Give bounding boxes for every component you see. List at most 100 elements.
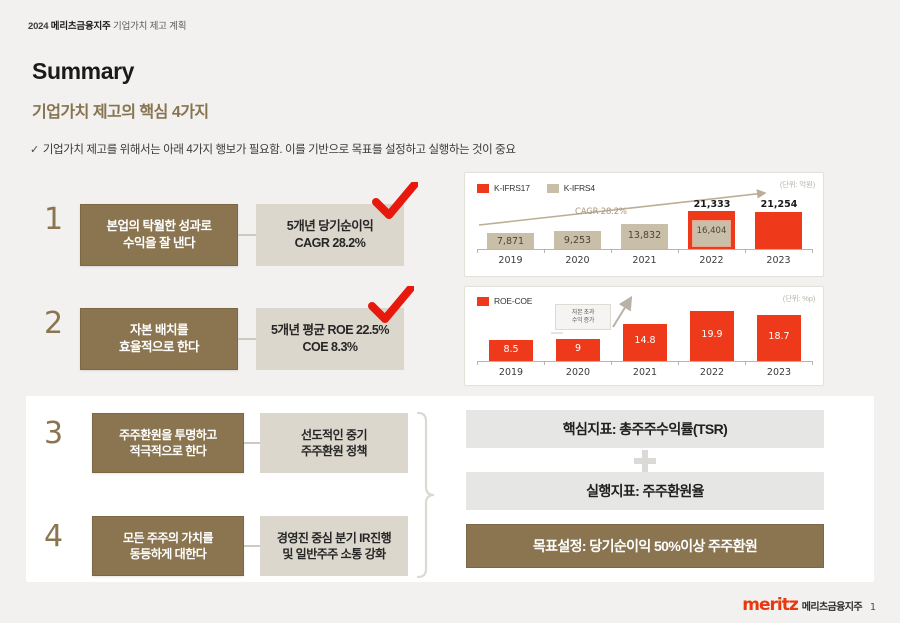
cagr-arrow-icon: [478, 189, 767, 226]
chart1-xlabel-2019: 2019: [498, 255, 523, 266]
chart1-bar-2021: [621, 224, 668, 249]
chart1-xlabel-2021: 2021: [632, 255, 657, 266]
item-result-line2-3: 주주환원 정책: [300, 444, 368, 458]
chart1-tick-4: [745, 249, 746, 253]
item-number-3: 3: [44, 416, 64, 451]
header-year: 2024: [28, 21, 49, 32]
execution-indicator-box: 실행지표: 주주환원율: [466, 472, 824, 510]
item-result-box-4: 경영진 중심 분기 IR진행 및 일반주주 소통 강화: [260, 516, 408, 576]
item-action-line2-2: 효율적으로 한다: [119, 340, 199, 354]
item-result-box-3: 선도적인 중기 주주환원 정책: [260, 413, 408, 473]
item-action-box-3: 주주환원을 투명하고 적극적으로 한다: [92, 413, 244, 473]
chart2-value-2019: 8.5: [503, 344, 519, 355]
chart2-value-2020: 9: [574, 343, 582, 354]
chart1-value-2022-ifrs4: 16,404: [696, 226, 727, 236]
chart2-xlabel-2019: 2019: [498, 367, 524, 378]
chart1-tick-2: [611, 249, 612, 253]
goal-box: 목표설정: 당기순이익 50%이상 주주환원: [466, 524, 824, 568]
chart2-bar-2021: [623, 324, 667, 361]
summary-bullet: ✓ 기업가치 제고를 위해서는 아래 4가지 행보가 필요함. 이를 기반으로 목…: [30, 141, 516, 157]
item-number-1: 1: [44, 202, 64, 237]
chart-net-income: K-IFRS17 K-IFRS4 (단위: 억원) CAGR 28.2% 7,8…: [464, 172, 824, 277]
document-header: 2024 메리츠금융지주 기업가치 제고 계획: [0, 0, 900, 40]
legend-label-kifrs17: K-IFRS17: [494, 183, 530, 193]
chart2-bar-2022: [690, 311, 734, 361]
chart1-value-2020: 9,253: [563, 235, 592, 246]
footer-page-number: 1: [869, 602, 876, 613]
page-title: Summary: [32, 58, 135, 84]
chart1-bar-2019: [487, 233, 534, 249]
item-action-line1-2: 자본 배치를: [130, 323, 188, 338]
chart1-xlabel-2020: 2020: [565, 255, 590, 266]
item-result-box-1: 5개년 당기순이익 CAGR 28.2%: [256, 204, 404, 266]
chart1-bar-2022-ifrs4: [692, 220, 731, 247]
item-action-box-1: 본업의 탁월한 성과로 수익을 잘 낸다: [80, 204, 238, 266]
check-mark-glyph: ✓: [30, 144, 39, 156]
connector-line-3: [244, 442, 260, 444]
checkmark-icon-1: [372, 182, 418, 219]
core-indicator-label: 핵심지표: 총주주수익률(TSR): [562, 421, 728, 437]
item-action-box-2: 자본 배치를 효율적으로 한다: [80, 308, 238, 370]
header-subject: 기업가치 제고 계획: [113, 21, 187, 32]
core-indicator-box: 핵심지표: 총주주수익률(TSR): [466, 410, 824, 448]
chart2-tick-3: [678, 361, 679, 365]
chart2-callout: 자본 초과 수익 증가: [555, 304, 611, 330]
item-number-4: 4: [44, 519, 64, 554]
chart1-bar-2020: [554, 231, 601, 249]
chart2-xlabel-2020: 2020: [565, 367, 591, 378]
meritz-logo: meritz: [742, 595, 798, 615]
chart1-value-2023: 21,254: [760, 199, 798, 210]
item-action-line2-3: 적극적으로 한다: [129, 444, 207, 458]
item-result-line2-1: CAGR 28.2%: [294, 236, 366, 250]
chart2-unit-label: (단위: %p): [782, 294, 815, 303]
chart1-tick-5: [812, 249, 813, 253]
item-action-line2-4: 동등하게 대한다: [129, 547, 207, 561]
item-result-line2-4: 및 일반주주 소통 강화: [282, 547, 386, 561]
legend-label-kifrs4: K-IFRS4: [563, 183, 595, 193]
execution-indicator-label: 실행지표: 주주환원율: [586, 483, 704, 499]
chart2-xlabel-2023: 2023: [766, 367, 792, 378]
chart1-tick-1: [544, 249, 545, 253]
chart1-tick-3: [678, 249, 679, 253]
chart2-axis: [477, 361, 813, 362]
summary-bullet-text: 기업가치 제고를 위해서는 아래 4가지 행보가 필요함. 이를 기반으로 목표…: [42, 144, 516, 156]
item-action-line1-4: 모든 주주의 가치를: [123, 530, 214, 545]
connector-line-4: [244, 545, 260, 547]
chart2-tick-0: [477, 361, 478, 365]
item-action-box-4: 모든 주주의 가치를 동등하게 대한다: [92, 516, 244, 576]
chart2-bar-2023: [757, 315, 801, 361]
chart1-xlabel-2023: 2023: [766, 255, 791, 266]
chart1-xlabel-2022: 2022: [699, 255, 724, 266]
chart2-xlabel-2021: 2021: [632, 367, 658, 378]
legend-swatch-roe-coe: [477, 296, 489, 306]
goal-label: 목표설정: 당기순이익 50%이상 주주환원: [532, 538, 758, 554]
chart1-legend: K-IFRS17 K-IFRS4: [477, 183, 595, 193]
header-title-line: 2024 메리츠금융지주 기업가치 제고 계획: [28, 18, 186, 32]
chart2-value-2021: 14.8: [634, 335, 656, 346]
chart-roe-coe: ROE-COE (단위: %p) 자본 초과 수익 증가: [464, 286, 824, 386]
item-result-line1-1: 5개년 당기순이익: [286, 219, 374, 234]
chart1-tick-0: [477, 249, 478, 253]
connector-line-2: [238, 338, 256, 340]
chart2-tick-2: [611, 361, 612, 365]
chart2-xlabel-2022: 2022: [699, 367, 725, 378]
chart1-unit-label: (단위: 억원): [779, 180, 815, 189]
chart2-legend: ROE-COE: [477, 296, 532, 306]
chart2-value-2022: 19.9: [701, 329, 723, 340]
chart2-bar-2020: [556, 339, 600, 361]
chart2-tick-1: [544, 361, 545, 365]
legend-swatch-kifrs17: [477, 183, 489, 193]
item-result-line2-2: COE 8.3%: [302, 340, 358, 354]
chart1-cagr-annotation: CAGR 28.2%: [575, 207, 627, 217]
chart1-value-2021: 13,832: [627, 230, 662, 241]
chart2-value-2023: 18.7: [768, 331, 790, 342]
chart1-value-2019: 7,871: [496, 236, 525, 247]
page-subtitle: 기업가치 제고의 핵심 4가지: [32, 104, 209, 121]
chart2-callout-line1: 자본 초과: [571, 309, 595, 316]
grouping-bracket-icon: [416, 411, 435, 579]
item-action-line1-3: 주주환원을 투명하고: [119, 427, 217, 442]
legend-label-roe-coe: ROE-COE: [494, 296, 533, 306]
checkmark-icon-2: [368, 286, 414, 323]
legend-swatch-kifrs4: [546, 183, 559, 193]
